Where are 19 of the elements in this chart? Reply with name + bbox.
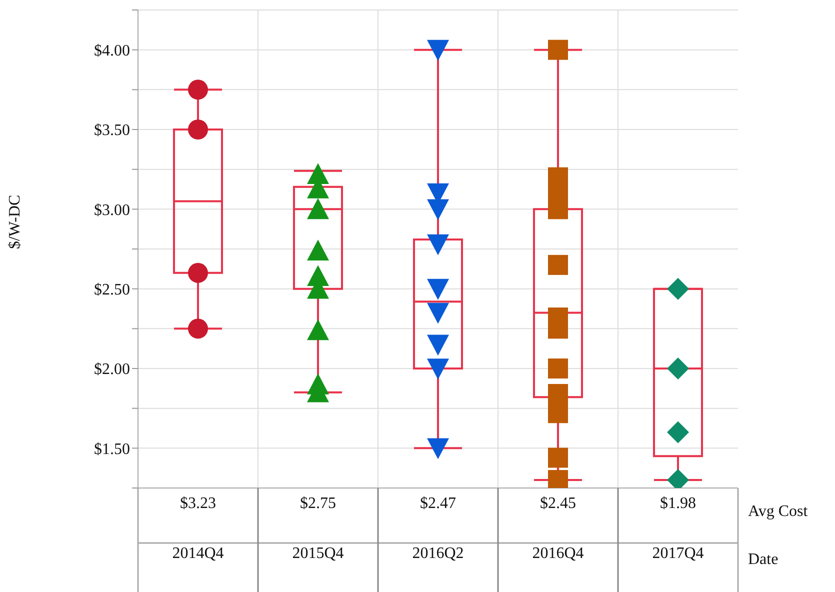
x-axis-title: Date: [748, 551, 778, 568]
text: $3.23: [180, 495, 216, 512]
x-tick-label: 2016Q2: [412, 545, 464, 562]
text: $2.75: [300, 495, 336, 512]
y-tick-label: $2.50: [94, 282, 130, 299]
x-tick-label: 2014Q4: [172, 545, 224, 562]
text: $1.98: [660, 495, 696, 512]
y-tick-label: $1.50: [94, 440, 130, 458]
text: $2.45: [540, 495, 576, 512]
y-tick-label: $2.00: [94, 361, 130, 378]
x-tick-label: 2017Q4: [652, 545, 704, 562]
y-tick-label: $4.00: [94, 42, 130, 60]
text: Avg Cost: [748, 503, 808, 520]
x-tick-label: 2016Q4: [532, 545, 584, 562]
text: $2.47: [420, 495, 456, 512]
y-axis-title: $/W-DC: [6, 194, 24, 249]
y-tick-label: $3.00: [94, 202, 130, 219]
y-tick-label: $3.50: [94, 122, 130, 140]
x-tick-label: 2015Q4: [292, 545, 344, 562]
